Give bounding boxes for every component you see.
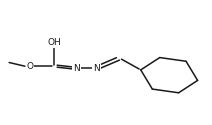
- Text: N: N: [93, 64, 100, 72]
- Text: O: O: [27, 62, 34, 71]
- Text: OH: OH: [47, 38, 61, 47]
- Text: N: N: [73, 64, 80, 72]
